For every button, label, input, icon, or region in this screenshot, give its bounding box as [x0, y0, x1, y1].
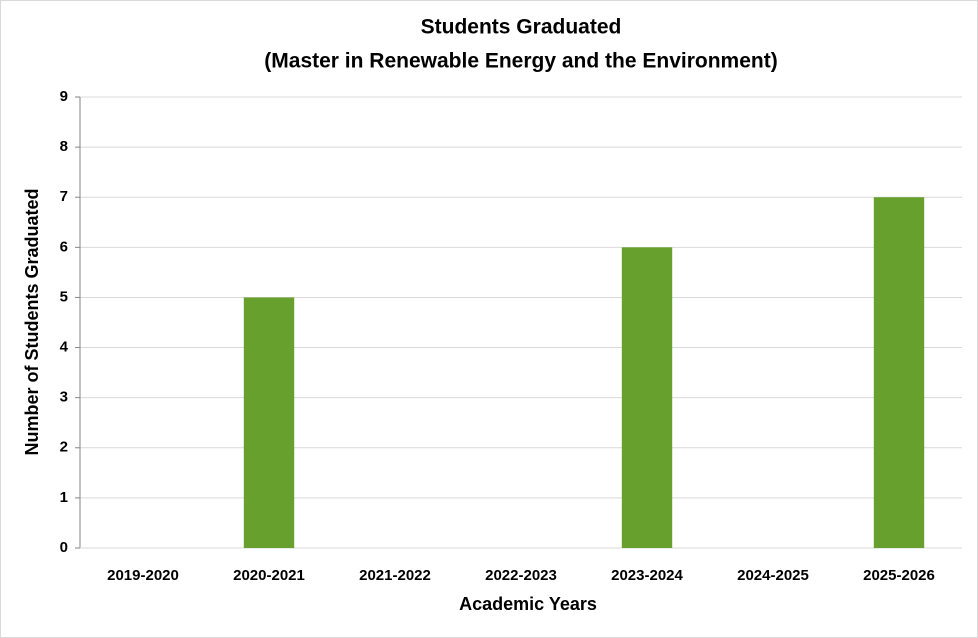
x-tick-label: 2021-2022: [359, 567, 431, 584]
y-tick-label: 4: [60, 339, 69, 356]
x-tick-label: 2022-2023: [485, 567, 557, 584]
chart-title: Students Graduated: [421, 16, 622, 39]
y-tick-label: 0: [60, 539, 68, 556]
x-tick-label: 2023-2024: [611, 567, 683, 584]
x-tick-label: 2025-2026: [863, 567, 935, 584]
y-tick-label: 8: [60, 138, 68, 155]
bar: [243, 297, 295, 548]
y-tick-label: 3: [60, 389, 68, 406]
y-tick-label: 7: [60, 188, 68, 205]
y-tick-label: 9: [60, 88, 68, 105]
y-tick-label: 1: [60, 489, 68, 506]
x-tick-label: 2024-2025: [737, 567, 809, 584]
y-tick-label: 5: [60, 288, 68, 305]
x-tick-label: 2020-2021: [233, 567, 305, 584]
y-axis-title: Number of Students Graduated: [22, 188, 42, 455]
y-tick-label: 6: [60, 238, 68, 255]
x-tick-label: 2019-2020: [107, 567, 179, 584]
x-axis-title: Academic Years: [459, 594, 597, 614]
bar: [873, 197, 925, 548]
y-tick-label: 2: [60, 439, 68, 456]
chart-subtitle: (Master in Renewable Energy and the Envi…: [264, 50, 777, 73]
bar: [621, 247, 673, 549]
